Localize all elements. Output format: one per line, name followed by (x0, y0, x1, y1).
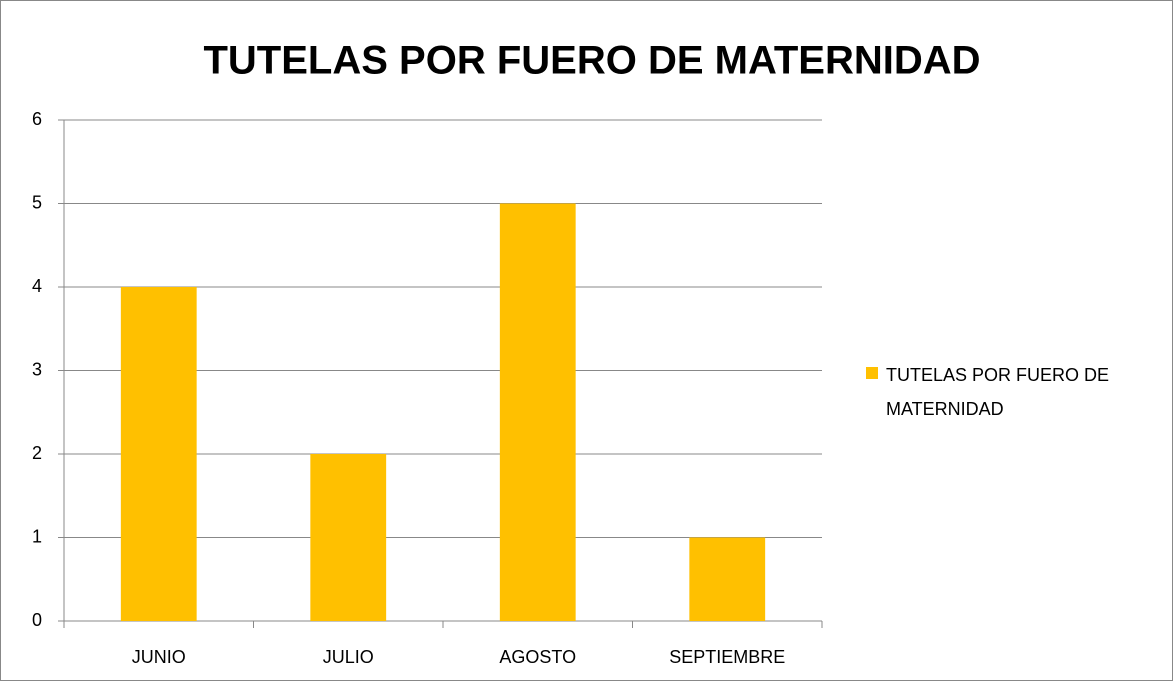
y-tick-label: 2 (32, 443, 42, 463)
x-tick-label: AGOSTO (499, 647, 576, 667)
y-tick-label: 5 (32, 192, 42, 212)
legend-swatch (866, 367, 878, 379)
legend: TUTELAS POR FUERO DE MATERNIDAD (866, 358, 1156, 426)
legend-label: TUTELAS POR FUERO DE MATERNIDAD (886, 365, 1110, 419)
chart-title: TUTELAS POR FUERO DE MATERNIDAD (203, 39, 980, 83)
y-tick-label: 1 (32, 526, 42, 546)
bar (689, 537, 766, 621)
bar (310, 454, 387, 621)
y-tick-label: 3 (32, 359, 42, 379)
bar (120, 287, 197, 621)
y-tick-label: 4 (32, 276, 42, 296)
y-tick-label: 6 (32, 109, 42, 129)
y-tick-label: 0 (32, 610, 42, 630)
x-tick-label: JULIO (323, 647, 374, 667)
x-tick-label: JUNIO (132, 647, 186, 667)
x-tick-label: SEPTIEMBRE (669, 647, 785, 667)
bar (499, 203, 576, 621)
